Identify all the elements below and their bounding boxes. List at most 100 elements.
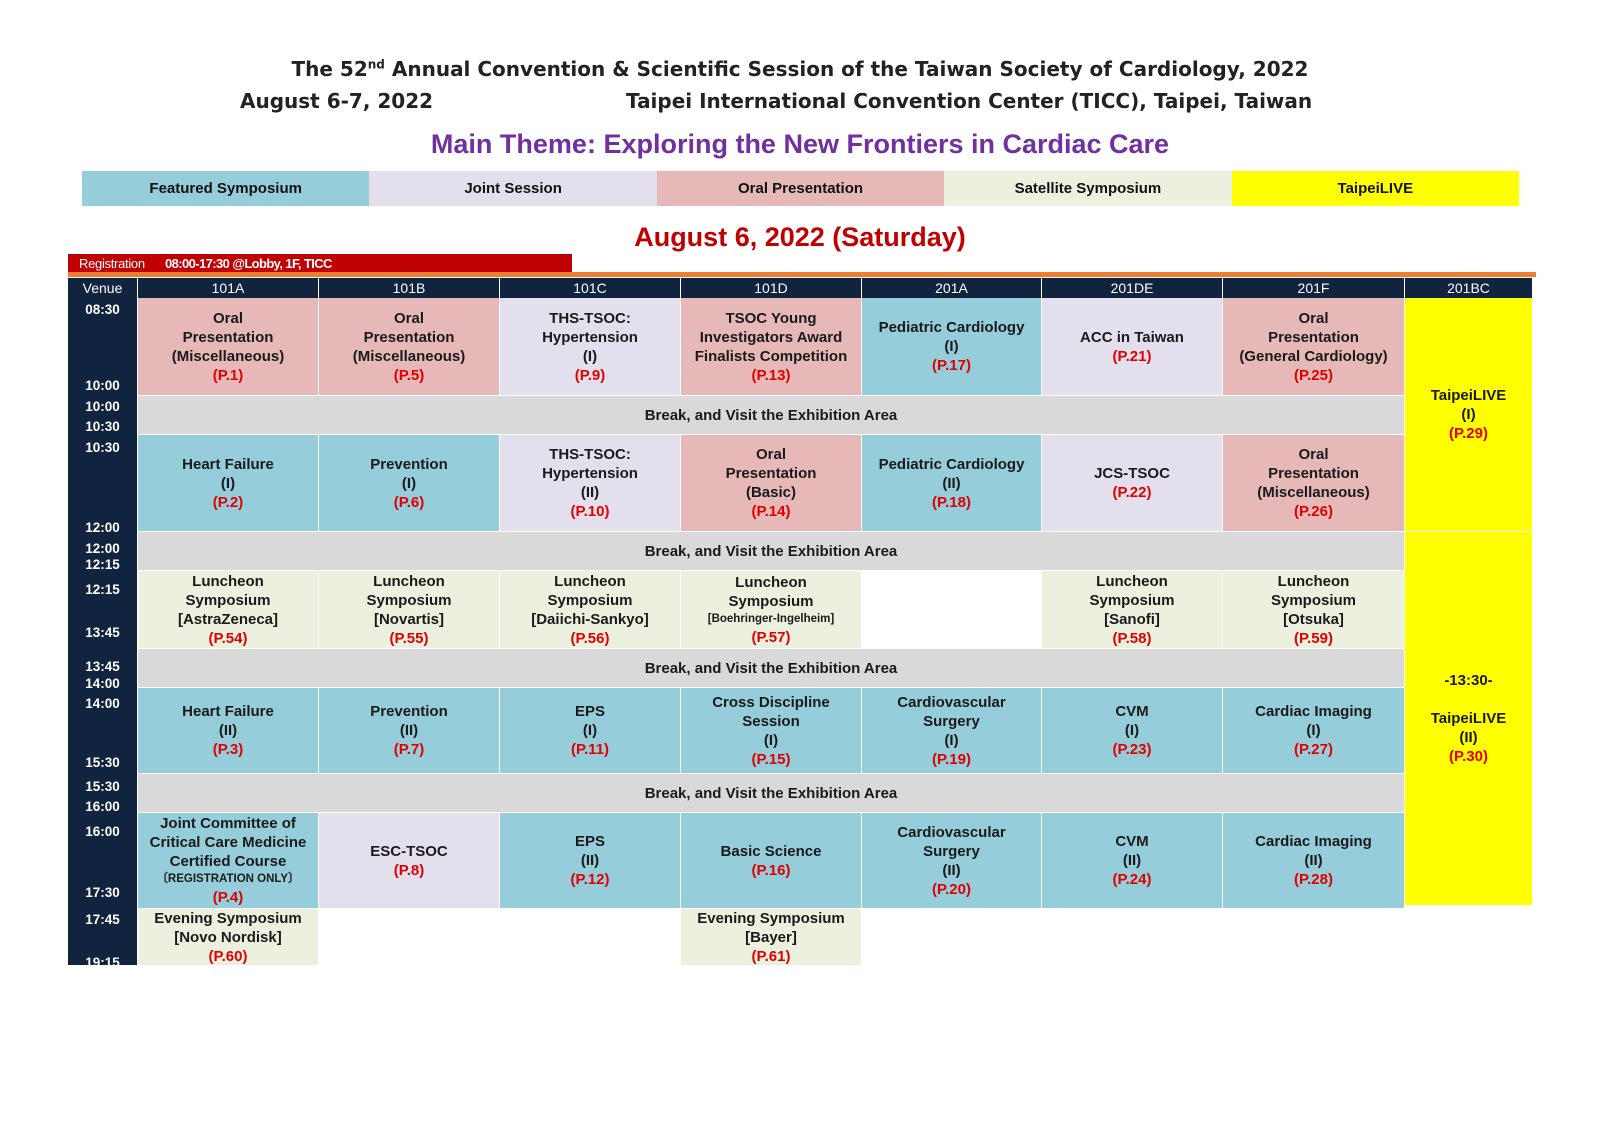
session-title-line: Luncheon [192,572,264,590]
session-cell[interactable]: Oral Presentation (Miscellaneous) (P.1) [138,298,318,395]
session-title-line: Oral [393,309,424,327]
session-title-line: Certified Course [169,853,287,870]
time-label: 14:00 [85,696,120,711]
break-label: Break, and Visit the Exhibition Area [644,659,898,677]
page-reference: (P.3) [212,741,244,758]
session-cell[interactable]: CVM (I) (P.23) [1042,688,1222,773]
session-cell[interactable]: Luncheon Symposium [Daiichi-Sankyo] (P.56) [500,571,680,648]
registration-bar: Registration 08:00-17:30 @Lobby, 1F, TIC… [68,254,572,273]
break-label: Break, and Visit the Exhibition Area [644,406,898,424]
session-cell[interactable]: Evening Symposium [Bayer] (P.61) [681,909,861,965]
taipeilive-session[interactable]: TaipeiLIVE (I) (P.29) [1405,298,1532,531]
page-reference: (P.56) [570,629,610,647]
session-cell[interactable]: Basic Science (P.16) [681,813,861,908]
session-title-line: [Otsuka] [1283,610,1344,628]
page-reference: (P.55) [389,629,429,647]
session-cell[interactable]: Luncheon Symposium [Otsuka] (P.59) [1223,571,1404,648]
time-label: 13:45 [85,659,120,674]
legend-item: Featured Symposium [82,171,370,206]
session-cell[interactable]: TSOC Young Investigators Award Finalists C… [681,298,861,395]
taipeilive-session[interactable]: -13:30- TaipeiLIVE (II) (P.30) [1405,532,1532,905]
taipeilive-line: (I) [1461,406,1476,423]
session-cell[interactable]: Pediatric Cardiology (I) (P.17) [862,298,1041,395]
session-cell[interactable]: Oral Presentation (Miscellaneous) (P.26) [1223,435,1404,531]
page-reference: (P.20) [932,880,971,898]
session-cell[interactable]: Heart Failure (I) (P.2) [138,435,318,531]
session-cell[interactable]: Luncheon Symposium [AstraZeneca] (P.54) [138,571,318,648]
session-title-line: (I) [763,731,779,749]
session-title-line: Symposium [1089,591,1175,609]
page-reference: (P.22) [1112,484,1152,501]
time-label: 16:00 [85,799,120,814]
page-reference: (P.29) [1449,425,1488,442]
session-cell[interactable]: Cross Discipline Session (I) (P.15) [681,688,861,773]
session-title-line: (I) [582,347,598,365]
session-title-line: Cardiovascular [897,823,1006,841]
session-title-line: Luncheon [1096,572,1168,590]
session-title-line: (I) [1306,722,1321,739]
session-title-line: Evening Symposium [154,909,302,927]
session-cell[interactable]: Cardiac Imaging (II) (P.28) [1223,813,1404,908]
session-cell[interactable]: ACC in Taiwan (P.21) [1042,298,1222,395]
session-title-line: Hypertension [542,328,638,346]
session-cell[interactable]: Prevention (II) (P.7) [319,688,499,773]
session-title-line: Luncheon [373,572,445,590]
session-cell[interactable]: Oral Presentation (Basic) (P.14) [681,435,861,531]
page-reference: (P.8) [393,861,425,879]
session-title-line: [Novartis] [373,610,444,628]
room-header: 201F [1223,278,1404,298]
session-title-line: Symposium [728,592,814,610]
session-cell[interactable]: EPS (II) (P.12) [500,813,680,908]
session-cell[interactable]: Cardiovascular Surgery (II) (P.20) [862,813,1041,908]
session-cell[interactable]: THS-TSOC: Hypertension (I) (P.9) [500,298,680,395]
page-reference: (P.9) [574,366,606,384]
session-title-line: (General Cardiology) [1239,347,1388,365]
page-reference: (P.4) [212,889,244,906]
session-cell[interactable]: THS-TSOC: Hypertension (II) (P.10) [500,435,680,531]
session-title-line: (I) [944,338,959,355]
session-title-line: THS-TSOC: [549,309,631,327]
page-reference: (P.1) [212,366,244,384]
session-title-line: Presentation [1268,328,1359,346]
session-cell[interactable]: ESC-TSOC (P.8) [319,813,499,908]
page-reference: (P.26) [1294,503,1333,520]
session-title-line: Symposium [1270,591,1357,609]
time-label: 10:00 [85,378,120,393]
event-dates: August 6-7, 2022 [240,89,434,113]
session-cell[interactable]: Oral Presentation (General Cardiology) (P.2… [1223,298,1404,395]
session-cell[interactable]: EPS (I) (P.11) [500,688,680,773]
session-title-line: (I) [944,731,959,749]
session-title-line: (II) [1122,852,1142,869]
session-cell[interactable]: Luncheon Symposium [Boehringer-Ingelheim] (… [681,571,861,648]
session-cell[interactable]: Joint Committee of Critical Care Medicine… [138,813,318,908]
session-title-line: (I) [401,474,417,492]
session-cell[interactable]: Prevention (I) (P.6) [319,435,499,531]
session-cell[interactable]: Evening Symposium [Novo Nordisk] (P.60) [138,909,318,965]
session-cell[interactable]: Heart Failure (II) (P.3) [138,688,318,773]
page-reference: (P.59) [1294,629,1333,647]
session-title-line: Prevention [370,455,448,473]
session-title-line: (Miscellaneous) [171,347,285,365]
session-cell[interactable]: Luncheon Symposium [Sanofi] (P.58) [1042,571,1222,648]
session-cell[interactable]: JCS-TSOC (P.22) [1042,435,1222,531]
page-reference: (P.24) [1112,871,1152,888]
session-cell[interactable]: Luncheon Symposium [Novartis] (P.55) [319,571,499,648]
session-cell[interactable]: Pediatric Cardiology (II) (P.18) [862,435,1041,531]
page-reference: (P.19) [932,750,971,768]
time-label: 13:45 [85,625,120,640]
session-cell[interactable]: Oral Presentation (Miscellaneous) (P.5) [319,298,499,395]
session-title-line: Cardiac Imaging [1255,833,1372,850]
session-title-line: Symposium [366,591,452,609]
session-title-line: (II) [399,722,419,739]
page-reference: (P.21) [1112,347,1152,365]
break-label: Break, and Visit the Exhibition Area [644,784,898,802]
page-reference: (P.18) [932,493,971,511]
session-cell[interactable]: CVM (II) (P.24) [1042,813,1222,908]
time-label: 14:00 [85,676,120,691]
session-cell[interactable]: Cardiac Imaging (I) (P.27) [1223,688,1404,773]
time-label: 17:30 [85,885,120,900]
session-cell[interactable]: Cardiovascular Surgery (I) (P.19) [862,688,1041,773]
session-title-line: Heart Failure [182,703,274,720]
time-label: 17:45 [85,912,120,927]
legend: Featured Symposium Joint Session Oral Pres… [82,171,1520,206]
